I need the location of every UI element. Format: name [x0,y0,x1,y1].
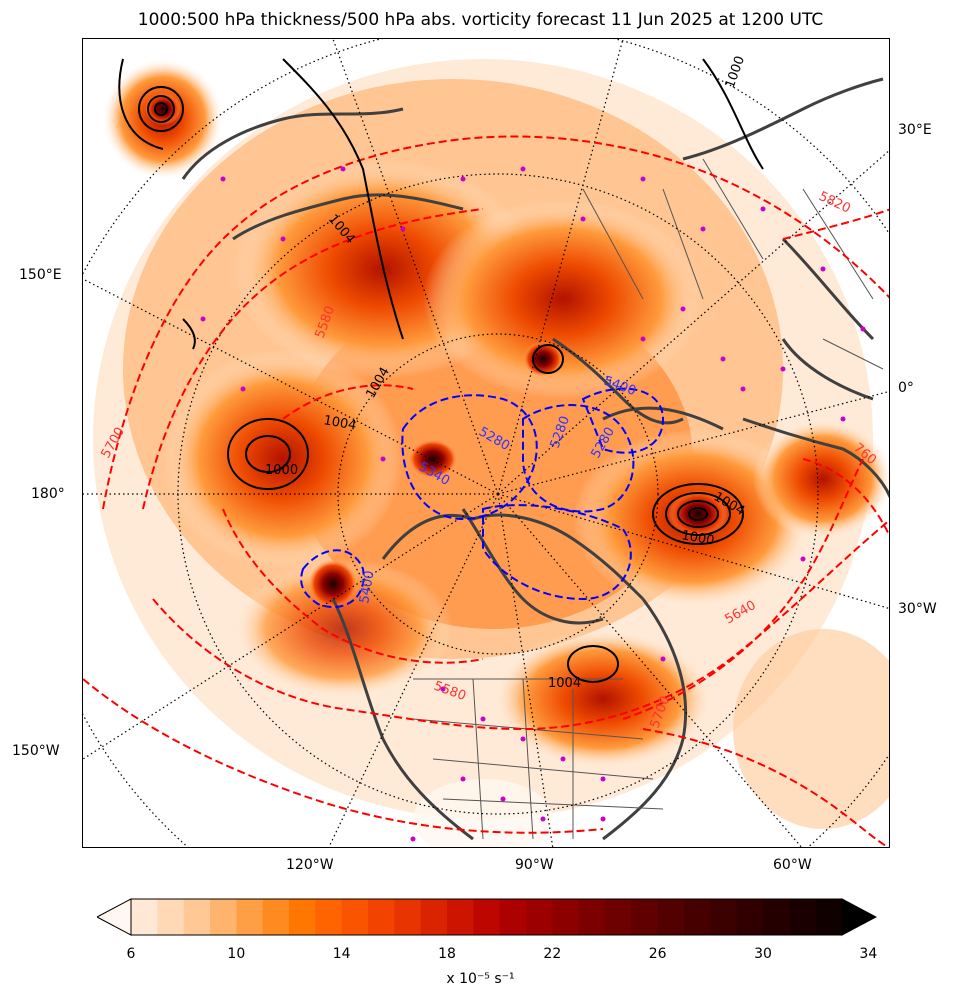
lon-label-180: 180° [31,486,65,502]
colorbar-cell [552,899,580,935]
lon-label-90w: 90°W [515,857,554,873]
colorbar-outline [130,898,843,936]
colorbar-tick-label: 34 [859,946,878,962]
colorbar-tick-label: 10 [227,946,246,962]
colorbar-cell [815,899,843,935]
contour-label-pressure: 1000 [723,54,748,90]
colorbar-cell [131,899,158,935]
contour-label-pressure: 1004 [322,413,357,434]
colorbar-cell [473,899,501,935]
colorbar-cell [789,899,817,935]
colorbar-cell [499,899,527,935]
graticule [83,39,889,847]
colorbar-cell [368,899,395,935]
coastlines [181,77,889,841]
colorbar-cell [289,899,316,935]
colorbar-cell [578,899,606,935]
colorbar-tick-label: 6 [126,946,136,962]
colorbar-cell [657,899,685,935]
colorbar-min-extension [97,898,132,936]
lon-label-30e: 30°E [898,122,932,138]
colorbar-cell [315,899,343,935]
colorbar-cell [341,899,369,935]
colorbar-cell [631,899,659,935]
chart-title: 1000:500 hPa thickness/500 hPa abs. vort… [137,10,824,30]
colorbar-cell [394,899,422,935]
lon-label-120w: 120°W [286,857,334,873]
colorbar-tick-label: 22 [543,946,562,962]
lon-label-30w: 30°W [898,601,937,617]
colorbar-cell [736,899,764,935]
lon-label-0: 0° [898,380,914,396]
colorbar-tick-label: 14 [332,946,351,962]
contour-label-pressure: 1000 [265,463,298,478]
colorbar-cell [684,899,711,935]
colorbar-cell [262,899,290,935]
colorbar-cell [605,899,632,935]
colorbar-cell [526,899,553,935]
colorbar-cell [157,899,185,935]
lon-label-150e: 150°E [19,267,62,283]
thickness-contours-blue [300,387,665,609]
borders [412,158,884,840]
map-panel: 5820 5580 5700 5580 5640 5700 760 5400 5… [82,38,890,848]
colorbar-unit-label: x 10⁻⁵ s⁻¹ [446,971,515,987]
colorbar-cell [710,899,738,935]
colorbar [97,898,877,936]
colorbar-cell [420,899,448,935]
contour-label-thickness: 5820 [816,189,852,217]
colorbar-cell [236,899,264,935]
thickness-contours-red [83,135,889,847]
vorticity-field [93,59,889,847]
colorbar-cell [763,899,790,935]
contour-label-thickness: 5400 [357,569,378,604]
contour-label-pressure: 1000 [680,528,715,549]
colorbar-cell [210,899,237,935]
pressure-contours-black [118,58,764,683]
colorbar-tick-label: 18 [438,946,456,962]
map-canvas: 5820 5580 5700 5580 5640 5700 760 5400 5… [83,39,889,847]
lon-label-60w: 60°W [773,857,812,873]
contour-label-pressure: 1004 [548,676,581,691]
colorbar-cell [183,899,211,935]
colorbar-cell [447,899,474,935]
station-markers [200,166,866,842]
lon-label-150w: 150°W [12,743,60,759]
colorbar-tick-label: 30 [754,946,772,962]
colorbar-max-extension [841,898,877,936]
colorbar-tick-label: 26 [648,946,667,962]
colorbar-cells [131,899,843,935]
